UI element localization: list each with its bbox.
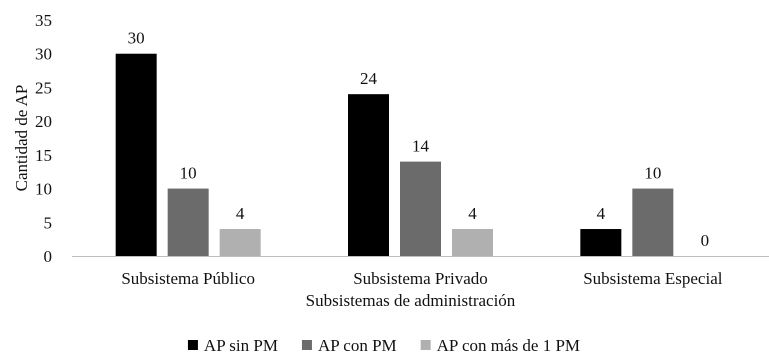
bar — [167, 188, 209, 256]
y-axis-title: Cantidad de AP — [12, 85, 31, 192]
data-label: 4 — [597, 204, 606, 223]
y-tick-label: 15 — [35, 146, 52, 165]
bar — [115, 53, 157, 256]
data-label: 4 — [468, 204, 477, 223]
x-tick-label: Subsistema Especial — [583, 269, 723, 288]
x-axis-categories: Subsistema Público Subsistema Privado Subs… — [121, 269, 722, 288]
y-tick-label: 35 — [35, 11, 52, 30]
data-label: 14 — [412, 137, 430, 156]
legend-label: AP con más de 1 PM — [437, 336, 580, 355]
legend-swatch — [420, 340, 431, 350]
bar — [580, 229, 622, 256]
bar — [400, 161, 441, 256]
data-label: 10 — [180, 164, 197, 183]
data-label: 4 — [236, 204, 245, 223]
data-label: 24 — [360, 69, 378, 88]
bars — [115, 53, 674, 257]
bar — [348, 94, 389, 257]
legend-swatch — [301, 340, 312, 350]
y-tick-label: 10 — [35, 180, 52, 199]
legend-swatch — [187, 340, 198, 350]
data-labels: 30 10 4 24 14 4 4 10 0 — [128, 29, 709, 250]
data-label: 10 — [644, 164, 661, 183]
x-tick-label: Subsistema Privado — [353, 269, 488, 288]
data-label: 30 — [128, 29, 145, 48]
y-axis-ticks: 0 5 10 15 20 25 30 35 — [35, 11, 52, 266]
bar — [452, 229, 493, 256]
y-tick-label: 25 — [35, 78, 52, 97]
x-tick-label: Subsistema Público — [121, 269, 255, 288]
legend: AP sin PM AP con PM AP con más de 1 PM — [187, 336, 580, 355]
y-tick-label: 20 — [35, 112, 52, 131]
y-tick-label: 5 — [44, 213, 53, 232]
bar — [632, 188, 674, 256]
bar — [219, 229, 261, 256]
x-axis-title: Subsistemas de administración — [306, 291, 516, 310]
data-label: 0 — [701, 231, 710, 250]
legend-label: AP con PM — [318, 336, 397, 355]
y-tick-label: 30 — [35, 45, 52, 64]
legend-label: AP sin PM — [204, 336, 278, 355]
y-tick-label: 0 — [44, 247, 53, 266]
